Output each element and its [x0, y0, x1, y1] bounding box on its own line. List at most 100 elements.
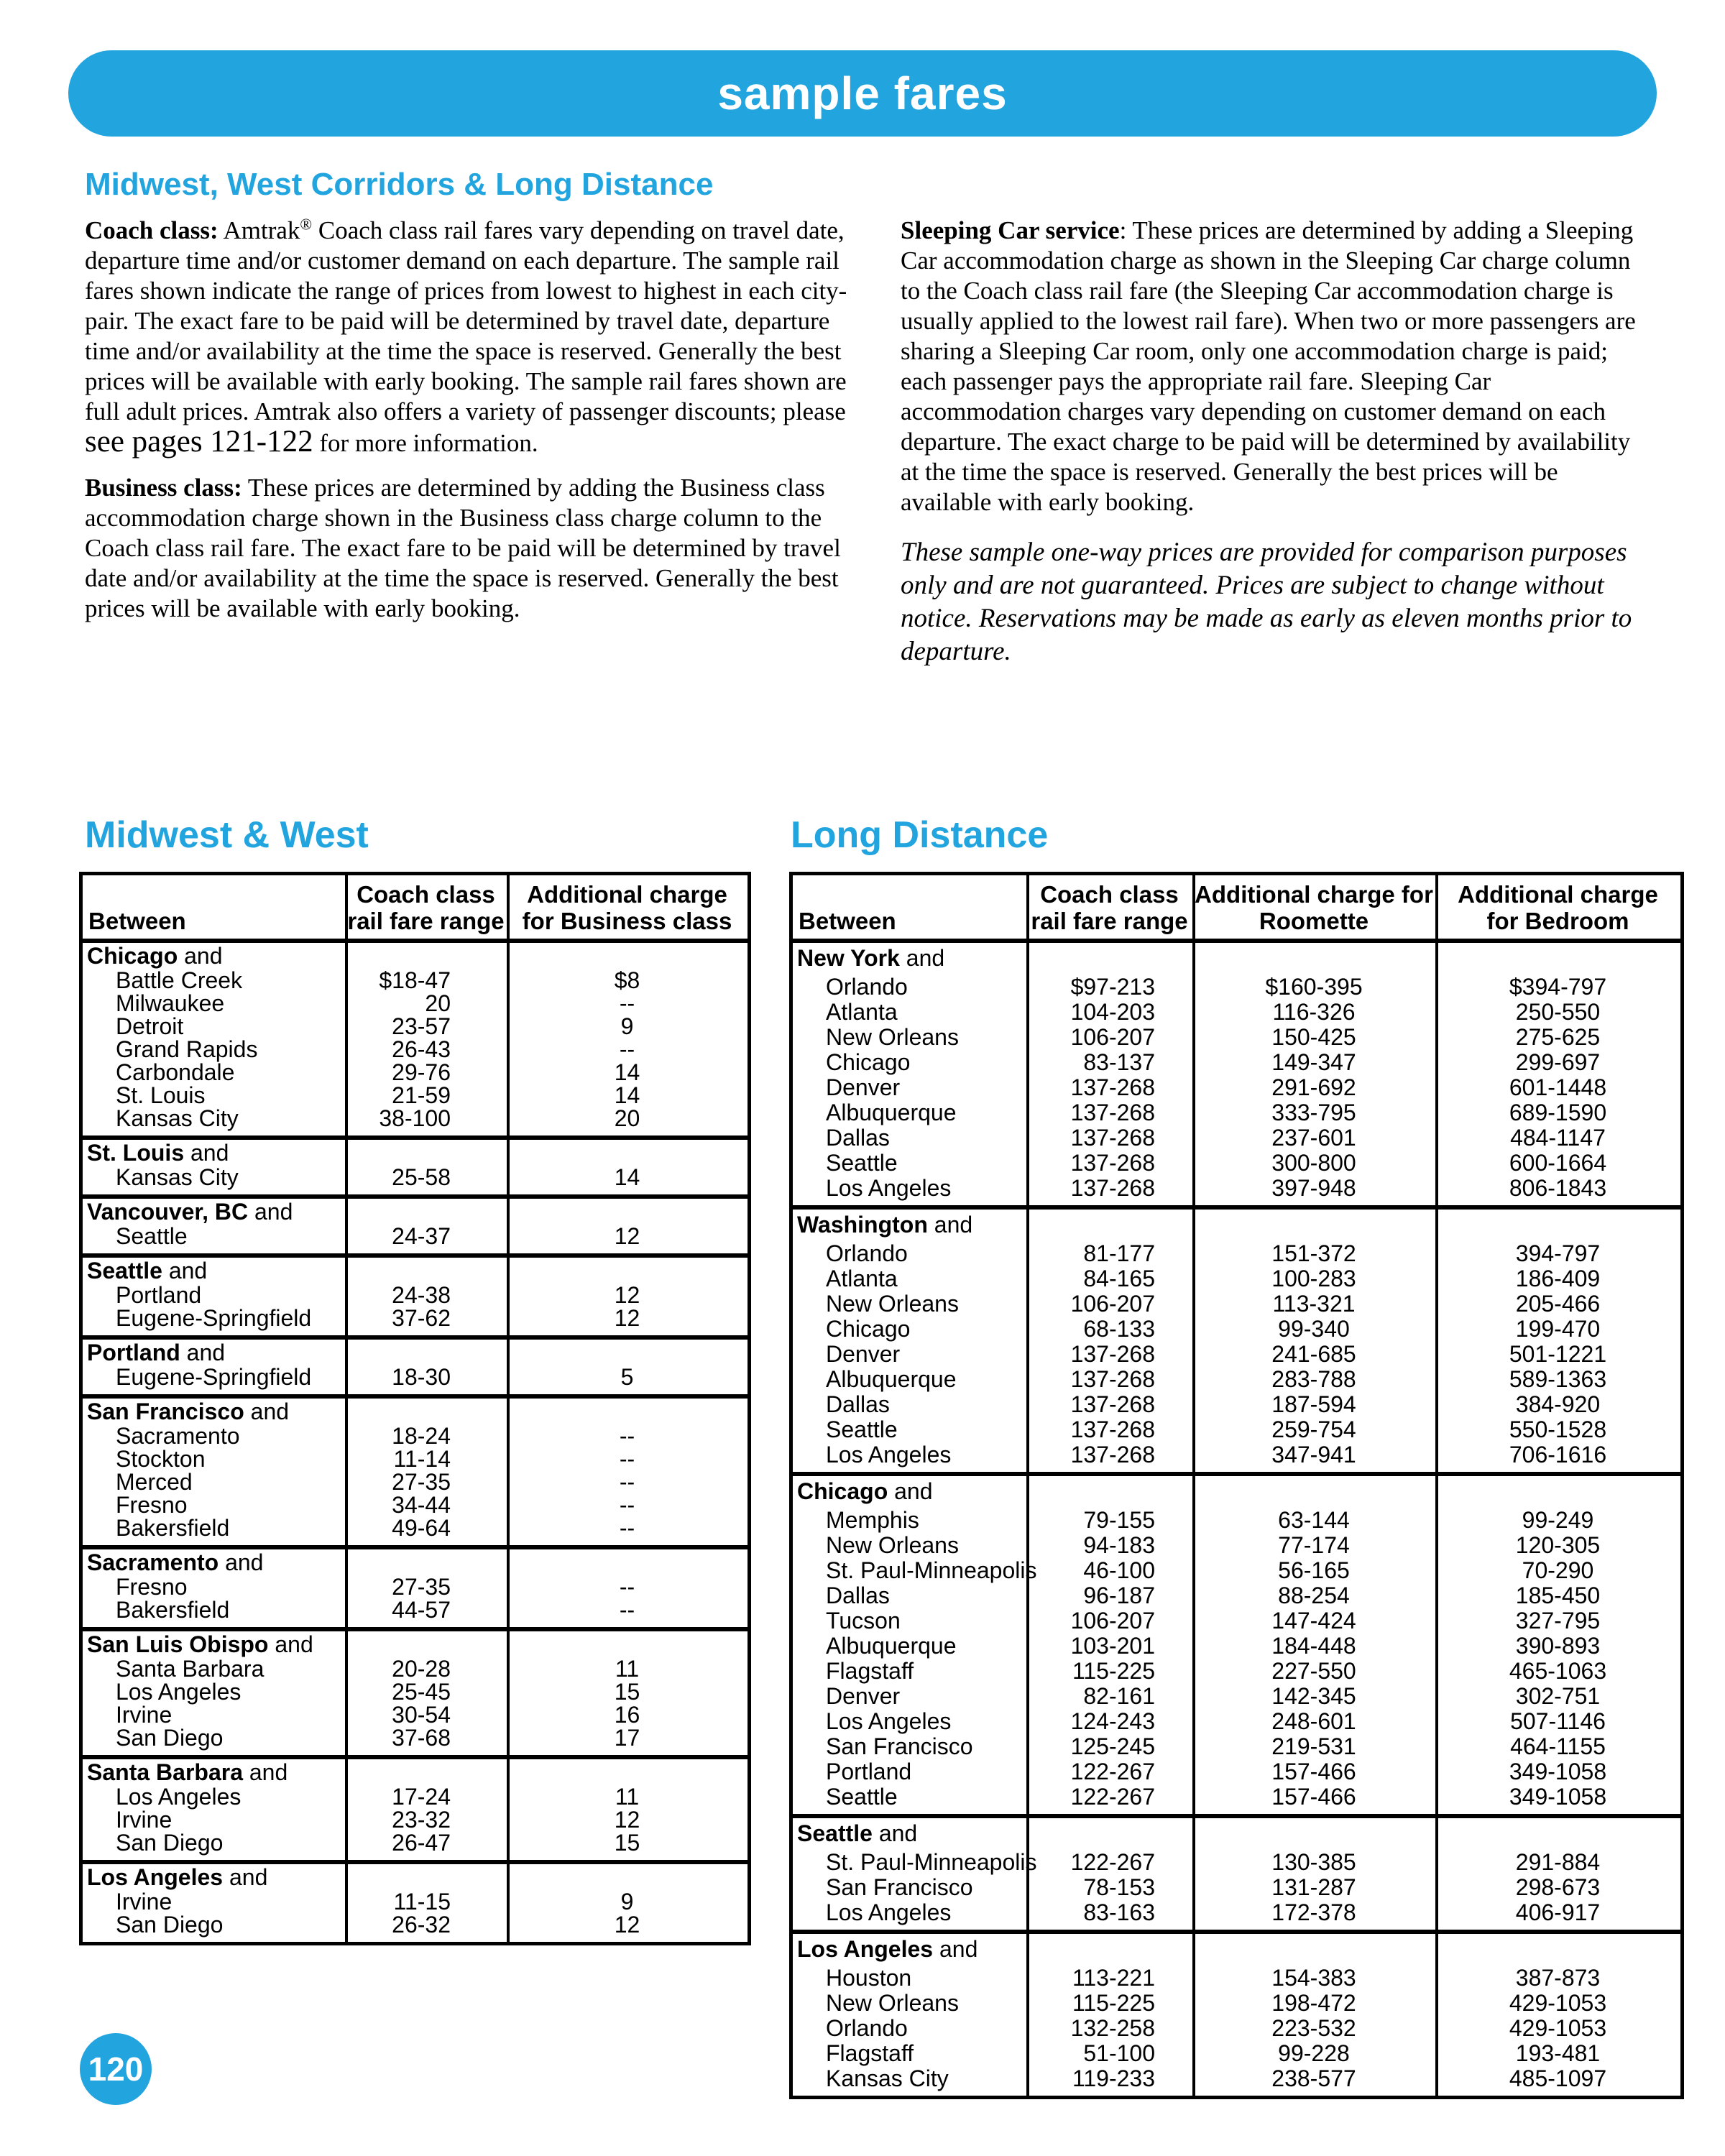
coach-fare-cell: 30-54 — [392, 1702, 451, 1728]
coach-fare-cell: 24-38 — [392, 1282, 451, 1308]
coach-fare-cell: 124-243 — [1070, 1708, 1155, 1734]
city-cell: Los Angeles — [826, 1899, 952, 1925]
coach-fare-cell: 137-268 — [1070, 1366, 1155, 1392]
charge-cell: 157-466 — [1271, 1759, 1356, 1784]
charge-cell: 347-941 — [1271, 1442, 1356, 1468]
group-label: Portland and — [87, 1340, 226, 1365]
midwest-west-heading: Midwest & West — [85, 814, 369, 856]
city-cell: Portland — [116, 1282, 202, 1308]
city-cell: Chicago — [826, 1316, 911, 1342]
city-cell: Fresno — [116, 1574, 188, 1600]
coach-fare-cell: 122-267 — [1070, 1784, 1155, 1810]
title-banner: sample fares — [68, 50, 1657, 137]
table-row: Denver 137-268 241-685 501-1221 — [793, 1342, 1680, 1367]
table-body: Chicago and Battle Creek $18-47 $8 Milwaukee… — [83, 943, 748, 1942]
charge-cell: 184-448 — [1271, 1633, 1356, 1659]
charge-cell: -- — [619, 1492, 635, 1518]
charge-cell: 600-1664 — [1509, 1150, 1607, 1176]
business-class-lead: Business class: — [85, 474, 242, 502]
charge-cell: 9 — [620, 1889, 634, 1915]
charge-cell: 99-340 — [1278, 1316, 1350, 1342]
table-row: Portland 24-38 12 — [83, 1284, 748, 1307]
coach-fare-cell: 37-68 — [392, 1725, 451, 1751]
group-label: Sacramento and — [87, 1549, 264, 1575]
intro-right-column: Sleeping Car service: These prices are d… — [901, 216, 1652, 683]
table-row: St. Paul-Minneapolis 46-100 56-165 70-290 — [793, 1558, 1680, 1583]
city-cell: St. Paul-Minneapolis — [826, 1557, 1037, 1583]
page-number-badge: 120 — [80, 2033, 152, 2105]
coach-fare-cell: 84-165 — [1083, 1266, 1155, 1291]
city-cell: Los Angeles — [826, 1175, 952, 1201]
table-row: Eugene-Springfield 18-30 5 — [83, 1365, 748, 1388]
table-row: Irvine 30-54 16 — [83, 1703, 748, 1726]
table-section: St. Louis and Kansas City 25-58 14 — [83, 1135, 748, 1194]
charge-cell: 14 — [614, 1059, 640, 1085]
coach-fare-cell: 18-30 — [392, 1364, 451, 1390]
charge-cell: 56-165 — [1278, 1557, 1350, 1583]
charge-cell: 193-481 — [1515, 2040, 1601, 2066]
charge-cell: 198-472 — [1271, 1990, 1356, 2016]
city-cell: Flagstaff — [826, 2040, 914, 2066]
charge-cell: -- — [619, 1446, 635, 1472]
city-cell: Los Angeles — [116, 1679, 242, 1705]
city-cell: San Francisco — [826, 1733, 973, 1759]
group-row: St. Louis and — [83, 1140, 748, 1166]
city-cell: New Orleans — [826, 1990, 959, 2016]
table-row: San Diego 26-32 12 — [83, 1913, 748, 1936]
charge-cell: 706-1616 — [1509, 1442, 1607, 1468]
coach-fare-cell: 82-161 — [1083, 1683, 1155, 1709]
city-cell: Albuquerque — [826, 1366, 957, 1392]
charge-cell: 299-697 — [1515, 1049, 1601, 1075]
city-cell: Irvine — [116, 1889, 172, 1915]
table-row: San Diego 26-47 15 — [83, 1831, 748, 1854]
coach-fare-cell: 125-245 — [1070, 1733, 1155, 1759]
charge-cell: -- — [619, 1423, 635, 1449]
city-cell: San Diego — [116, 1830, 224, 1856]
table-row: Bakersfield 49-64 -- — [83, 1516, 748, 1539]
table-row: Seattle 24-37 12 — [83, 1225, 748, 1248]
column-divider — [1192, 875, 1195, 2096]
coach-class-text: Amtrak — [218, 216, 300, 244]
table-row: Seattle 137-268 300-800 600-1664 — [793, 1151, 1680, 1176]
group-row: Washington and — [793, 1210, 1680, 1241]
charge-cell: 9 — [620, 1013, 634, 1039]
table-row: Los Angeles 25-45 15 — [83, 1680, 748, 1703]
coach-class-lead: Coach class: — [85, 216, 218, 244]
charge-cell: 291-692 — [1271, 1074, 1356, 1100]
charge-cell: 259-754 — [1271, 1416, 1356, 1442]
group-row: Sacramento and — [83, 1549, 748, 1575]
coach-fare-cell: 21-59 — [392, 1082, 451, 1108]
coach-fare-cell: 122-267 — [1070, 1759, 1155, 1784]
table-header-row: Between Coach class rail fare range Addi… — [83, 875, 748, 943]
charge-cell: -- — [619, 1036, 635, 1062]
city-cell: Memphis — [826, 1507, 919, 1533]
coach-fare-cell: 27-35 — [392, 1574, 451, 1600]
table-row: Dallas 137-268 237-601 484-1147 — [793, 1125, 1680, 1151]
table-row: Seattle 122-267 157-466 349-1058 — [793, 1784, 1680, 1810]
charge-cell: $8 — [614, 967, 640, 993]
charge-cell: 63-144 — [1278, 1507, 1350, 1533]
charge-cell: 223-532 — [1271, 2015, 1356, 2041]
coach-fare-cell: 132-258 — [1070, 2015, 1155, 2041]
city-cell: Chicago — [826, 1049, 911, 1075]
charge-cell: 248-601 — [1271, 1708, 1356, 1734]
coach-fare-cell: 20 — [425, 990, 451, 1016]
table-header-row: Between Coach class rail fare range Addi… — [793, 875, 1680, 943]
coach-class-text: Coach class rail fares vary depending on… — [85, 216, 847, 425]
city-cell: Irvine — [116, 1702, 172, 1728]
table-section: Sacramento and Fresno 27-35 -- Bakersfield 44… — [83, 1545, 748, 1627]
coach-fare-cell: 23-57 — [392, 1013, 451, 1039]
sleeping-car-paragraph: Sleeping Car service: These prices are d… — [901, 216, 1652, 517]
coach-fare-cell: 25-58 — [392, 1164, 451, 1190]
table-row: Irvine 23-32 12 — [83, 1808, 748, 1831]
table-row: Stockton 11-14 -- — [83, 1447, 748, 1470]
column-header-roomette-charge: Additional charge for Roomette — [1195, 881, 1433, 934]
city-cell: New Orleans — [826, 1291, 959, 1317]
table-section: Santa Barbara and Los Angeles 17-24 11 Irvin… — [83, 1755, 748, 1860]
charge-cell: 99-249 — [1522, 1507, 1594, 1533]
table-section: Washington and Orlando 81-177 151-372 394-79… — [793, 1205, 1680, 1472]
table-row: Albuquerque 103-201 184-448 390-893 — [793, 1634, 1680, 1659]
charge-cell: 300-800 — [1271, 1150, 1356, 1176]
table-section: Chicago and Memphis 79-155 63-144 99-249 New … — [793, 1472, 1680, 1814]
charge-cell: 14 — [614, 1082, 640, 1108]
